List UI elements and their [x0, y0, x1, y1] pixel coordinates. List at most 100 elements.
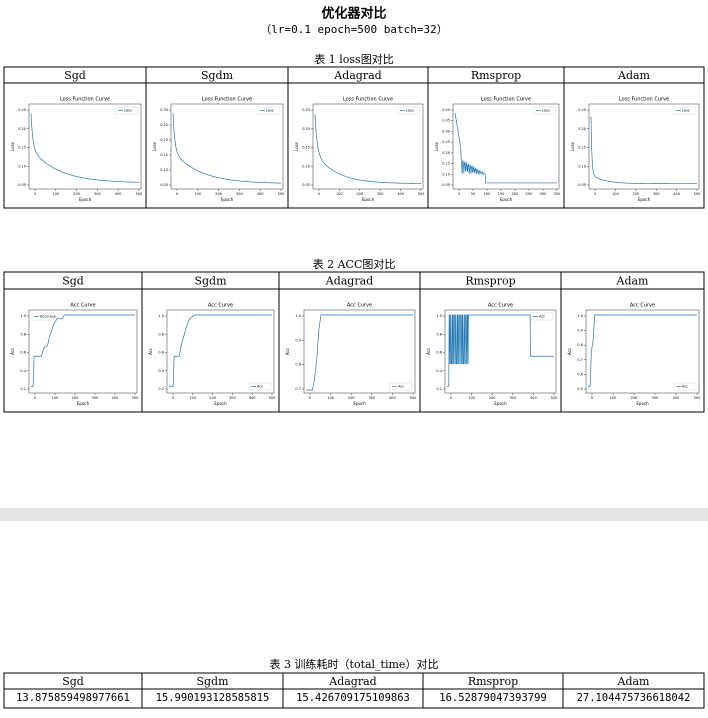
y-tick-label: 0.05: [442, 183, 450, 187]
plot-frame: [452, 103, 560, 190]
y-tick-label: 0.7: [295, 387, 301, 391]
x-tick-label: 0: [309, 396, 311, 400]
x-tick-label: 300: [509, 396, 516, 400]
y-tick-label: 0.10: [302, 164, 310, 168]
curve-image: [30, 113, 140, 183]
y-tick-label: 1.0: [577, 314, 583, 318]
curve-image: [588, 314, 697, 387]
x-tick-label: 100: [468, 396, 475, 400]
x-tick-label: 400: [249, 396, 256, 400]
y-tick-label: 0.4: [158, 369, 164, 373]
legend-box: [673, 382, 697, 391]
y-tick-label: 0.05: [302, 183, 310, 187]
x-tick-label: 100: [610, 396, 617, 400]
curve-image: [31, 314, 135, 387]
x-tick-label: 200: [489, 396, 496, 400]
x-axis-label: Epoch: [214, 401, 227, 406]
x-tick-label: 0: [34, 396, 36, 400]
chart-title: Acc Curve: [630, 303, 655, 309]
x-tick-label: 100: [189, 396, 196, 400]
curve-image: [314, 114, 421, 184]
x-tick-label: 300: [368, 396, 375, 400]
y-tick-label: 0.20: [302, 127, 310, 131]
plot-frame: [166, 309, 275, 394]
x-axis-label: Epoch: [79, 197, 92, 202]
column-header: Rmsprop: [468, 675, 518, 688]
plot-frame: [444, 309, 557, 394]
y-tick-label: 0.25: [18, 108, 26, 112]
x-tick-label: 200: [72, 396, 79, 400]
x-tick-label: 150: [498, 192, 505, 196]
y-tick-label: 0.35: [442, 119, 450, 123]
x-tick-label: 0: [591, 396, 593, 400]
legend-box: [248, 382, 272, 391]
x-tick-label: 200: [215, 192, 222, 196]
legend-box: [115, 106, 139, 115]
y-tick-label: 0.8: [158, 332, 164, 336]
x-tick-label: 300: [229, 396, 236, 400]
x-tick-label: 200: [632, 192, 639, 196]
x-tick-label: 300: [377, 192, 384, 196]
x-tick-label: 100: [612, 192, 619, 196]
plot-frame: [585, 309, 700, 394]
doc-title: 优化器对比: [321, 6, 386, 22]
legend-label: Loss: [542, 109, 550, 113]
table-caption: 表 2 ACC图对比: [313, 257, 396, 271]
chart-title: Acc Curve: [70, 303, 95, 309]
x-tick-label: 500: [136, 192, 143, 196]
y-tick-label: 0.05: [160, 183, 168, 187]
y-tick-label: 0.25: [442, 140, 450, 144]
legend-label: Acc: [257, 385, 263, 389]
doc-subtitle: （lr=0.1 epoch=500 batch=32）: [260, 23, 448, 36]
legend-box: [389, 382, 413, 391]
column-header: Sgd: [62, 675, 84, 688]
x-tick-label: 200: [209, 396, 216, 400]
x-tick-label: 400: [257, 192, 264, 196]
x-tick-label: 400: [530, 396, 537, 400]
legend-label: Accuracy: [40, 315, 56, 319]
y-tick-label: 0.10: [578, 164, 586, 168]
x-tick-label: 300: [94, 192, 101, 196]
y-axis-label: Acc: [426, 348, 431, 355]
y-axis-label: Acc: [567, 348, 572, 355]
y-tick-label: 0.25: [160, 123, 168, 127]
x-tick-label: 0: [458, 192, 460, 196]
y-tick-label: 0.8: [577, 343, 583, 347]
x-axis-label: Epoch: [362, 197, 375, 202]
legend-box: [31, 312, 55, 321]
x-tick-label: 200: [356, 192, 363, 196]
x-tick-label: 0: [318, 192, 320, 196]
column-header: Sgdm: [196, 675, 229, 688]
curve-image: [454, 112, 557, 184]
x-axis-label: Epoch: [636, 401, 649, 406]
plot-frame: [312, 103, 424, 190]
y-tick-label: 0.20: [18, 127, 26, 131]
y-axis-label: Loss: [10, 142, 15, 151]
x-tick-label: 300: [652, 396, 659, 400]
column-header: Rmsprop: [471, 69, 521, 82]
x-axis-label: Epoch: [638, 197, 651, 202]
x-tick-label: 500: [551, 396, 558, 400]
x-tick-label: 100: [484, 192, 491, 196]
x-tick-label: 500: [269, 396, 276, 400]
x-tick-label: 400: [673, 396, 680, 400]
x-tick-label: 400: [389, 396, 396, 400]
table-caption: 表 3 训练耗时（total_time）对比: [270, 657, 439, 671]
y-tick-label: 0.8: [436, 332, 442, 336]
curve-image: [306, 314, 413, 391]
x-tick-label: 0: [34, 192, 36, 196]
y-tick-label: 0.2: [158, 387, 164, 391]
x-tick-label: 100: [194, 192, 201, 196]
x-tick-label: 100: [327, 396, 334, 400]
x-tick-label: 400: [115, 192, 122, 196]
x-tick-label: 100: [52, 396, 59, 400]
x-axis-label: Epoch: [77, 401, 90, 406]
y-tick-label: 0.30: [442, 129, 450, 133]
y-tick-label: 0.7: [577, 358, 583, 362]
curve-image: [172, 112, 282, 184]
plot-frame: [170, 103, 284, 190]
x-tick-label: 50: [471, 192, 475, 196]
column-header: Adagrad: [333, 69, 381, 82]
column-header: Adam: [617, 69, 651, 82]
